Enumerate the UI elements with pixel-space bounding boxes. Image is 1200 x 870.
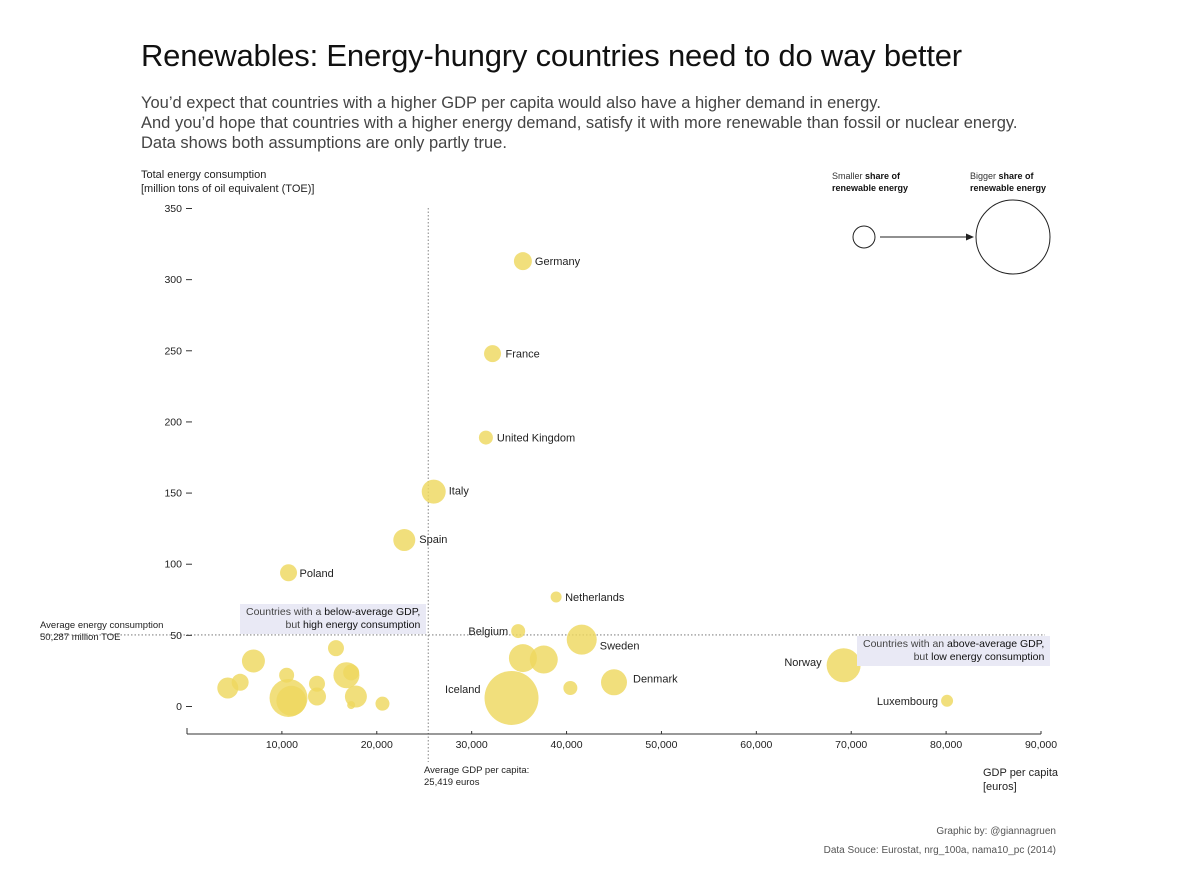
bubble: [241, 649, 265, 673]
x-tick-label: 30,000: [456, 739, 488, 751]
reference-lines: [40, 208, 1045, 762]
y-tick-label: 0: [176, 701, 182, 713]
bubble: [343, 664, 360, 681]
x-axis-title-line-1: GDP per capita: [983, 767, 1059, 779]
bubble: [217, 677, 239, 699]
bubble-label: Iceland: [445, 684, 480, 696]
credit-author: Graphic by: @giannagruen: [936, 826, 1056, 837]
x-tick-label: 60,000: [740, 739, 772, 751]
bubble: [276, 685, 307, 716]
bubble-label: France: [506, 349, 540, 361]
bubble-label: Belgium: [468, 626, 508, 638]
legend-big-circle: [975, 199, 1051, 275]
subtitle-line-2: And you’d hope that countries with a hig…: [141, 114, 1018, 132]
bubble-sweden: [566, 624, 597, 655]
bubble-label: Poland: [300, 568, 334, 580]
bubble: [308, 675, 325, 692]
bubble-denmark: [601, 669, 627, 696]
bubble-iceland: [484, 670, 539, 725]
chart-subtitle: You’d expect that countries with a highe…: [141, 93, 1018, 153]
bubble-spain: [393, 529, 416, 552]
bubble-poland: [280, 564, 298, 582]
bubble-label: Norway: [784, 657, 822, 669]
y-tick-label: 50: [170, 630, 182, 642]
bubble-luxembourg: [941, 694, 954, 707]
bubble-label: United Kingdom: [497, 433, 575, 445]
y-axis-title-line-2: [million tons of oil equivalent (TOE)]: [141, 183, 315, 195]
callout-below-average-gdp: Countries with a below-average GDP, but …: [240, 604, 427, 634]
y-tick-label: 150: [164, 488, 182, 500]
bubble: [307, 687, 326, 706]
bubble-label: Netherlands: [565, 592, 625, 604]
y-tick-label: 100: [164, 559, 182, 571]
x-tick-label: 20,000: [361, 739, 393, 751]
bubble-united-kingdom: [478, 430, 493, 445]
bubbles: [217, 252, 954, 725]
axes: 10,000 20,000 30,000 40,000 50,000 60,000 70,0…: [164, 203, 1057, 751]
subtitle-line-3: Data shows both assumptions are only par…: [141, 134, 507, 152]
legend-small-circle: [852, 225, 876, 249]
chart-title: Renewables: Energy-hungry countries need…: [141, 38, 962, 73]
y-tick-label: 200: [164, 416, 182, 428]
bubble-label: Denmark: [633, 673, 678, 685]
bubble-germany: [513, 252, 532, 271]
size-legend: [852, 199, 1051, 275]
x-axis-title-line-2: [euros]: [983, 781, 1017, 793]
y-tick-label: 350: [164, 203, 182, 215]
bubble-norway: [826, 648, 861, 683]
bubble: [375, 696, 390, 711]
bubble: [327, 640, 344, 657]
legend-small-label: Smaller share of renewable energy: [832, 171, 909, 193]
bubble: [279, 667, 295, 683]
bubble-label: Germany: [535, 256, 581, 268]
x-tick-label: 80,000: [930, 739, 962, 751]
bubble-belgium: [511, 624, 526, 639]
bubble-labels: Germany France United Kingdom Italy Spain Pol…: [300, 256, 939, 708]
bubble-netherlands: [550, 591, 562, 603]
x-tick-label: 40,000: [550, 739, 582, 751]
bubble-label: Spain: [419, 534, 447, 546]
x-tick-label: 50,000: [645, 739, 677, 751]
x-tick-label: 70,000: [835, 739, 867, 751]
avg-gdp-annotation: Average GDP per capita: 25,419 euros: [424, 765, 530, 788]
x-axis-title: GDP per capita [euros]: [983, 766, 1058, 794]
bubble: [563, 681, 578, 696]
x-tick-label: 90,000: [1025, 739, 1057, 751]
bubble: [529, 645, 558, 674]
y-axis-title: Total energy consumption [million tons o…: [141, 168, 314, 196]
bubble-france: [484, 345, 502, 363]
bubble-label: Luxembourg: [877, 696, 938, 708]
x-tick-label: 10,000: [266, 739, 298, 751]
subtitle-line-1: You’d expect that countries with a highe…: [141, 94, 881, 112]
bubble-italy: [421, 479, 446, 504]
legend-arrow-head: [966, 233, 974, 241]
avg-energy-annotation: Average energy consumption 50,287 millio…: [40, 620, 164, 643]
y-tick-label: 300: [164, 274, 182, 286]
legend-big-label: Bigger share of renewable energy: [970, 171, 1047, 193]
credit-source: Data Souce: Eurostat, nrg_100a, nama10_p…: [823, 845, 1056, 856]
bubble: [347, 701, 356, 710]
callout-above-average-gdp: Countries with an above-average GDP, but…: [857, 636, 1051, 666]
y-tick-label: 250: [164, 345, 182, 357]
y-axis-title-line-1: Total energy consumption: [141, 169, 267, 181]
bubble: [508, 644, 537, 673]
bubble-label: Italy: [449, 486, 470, 498]
bubble-label: Sweden: [600, 641, 640, 653]
